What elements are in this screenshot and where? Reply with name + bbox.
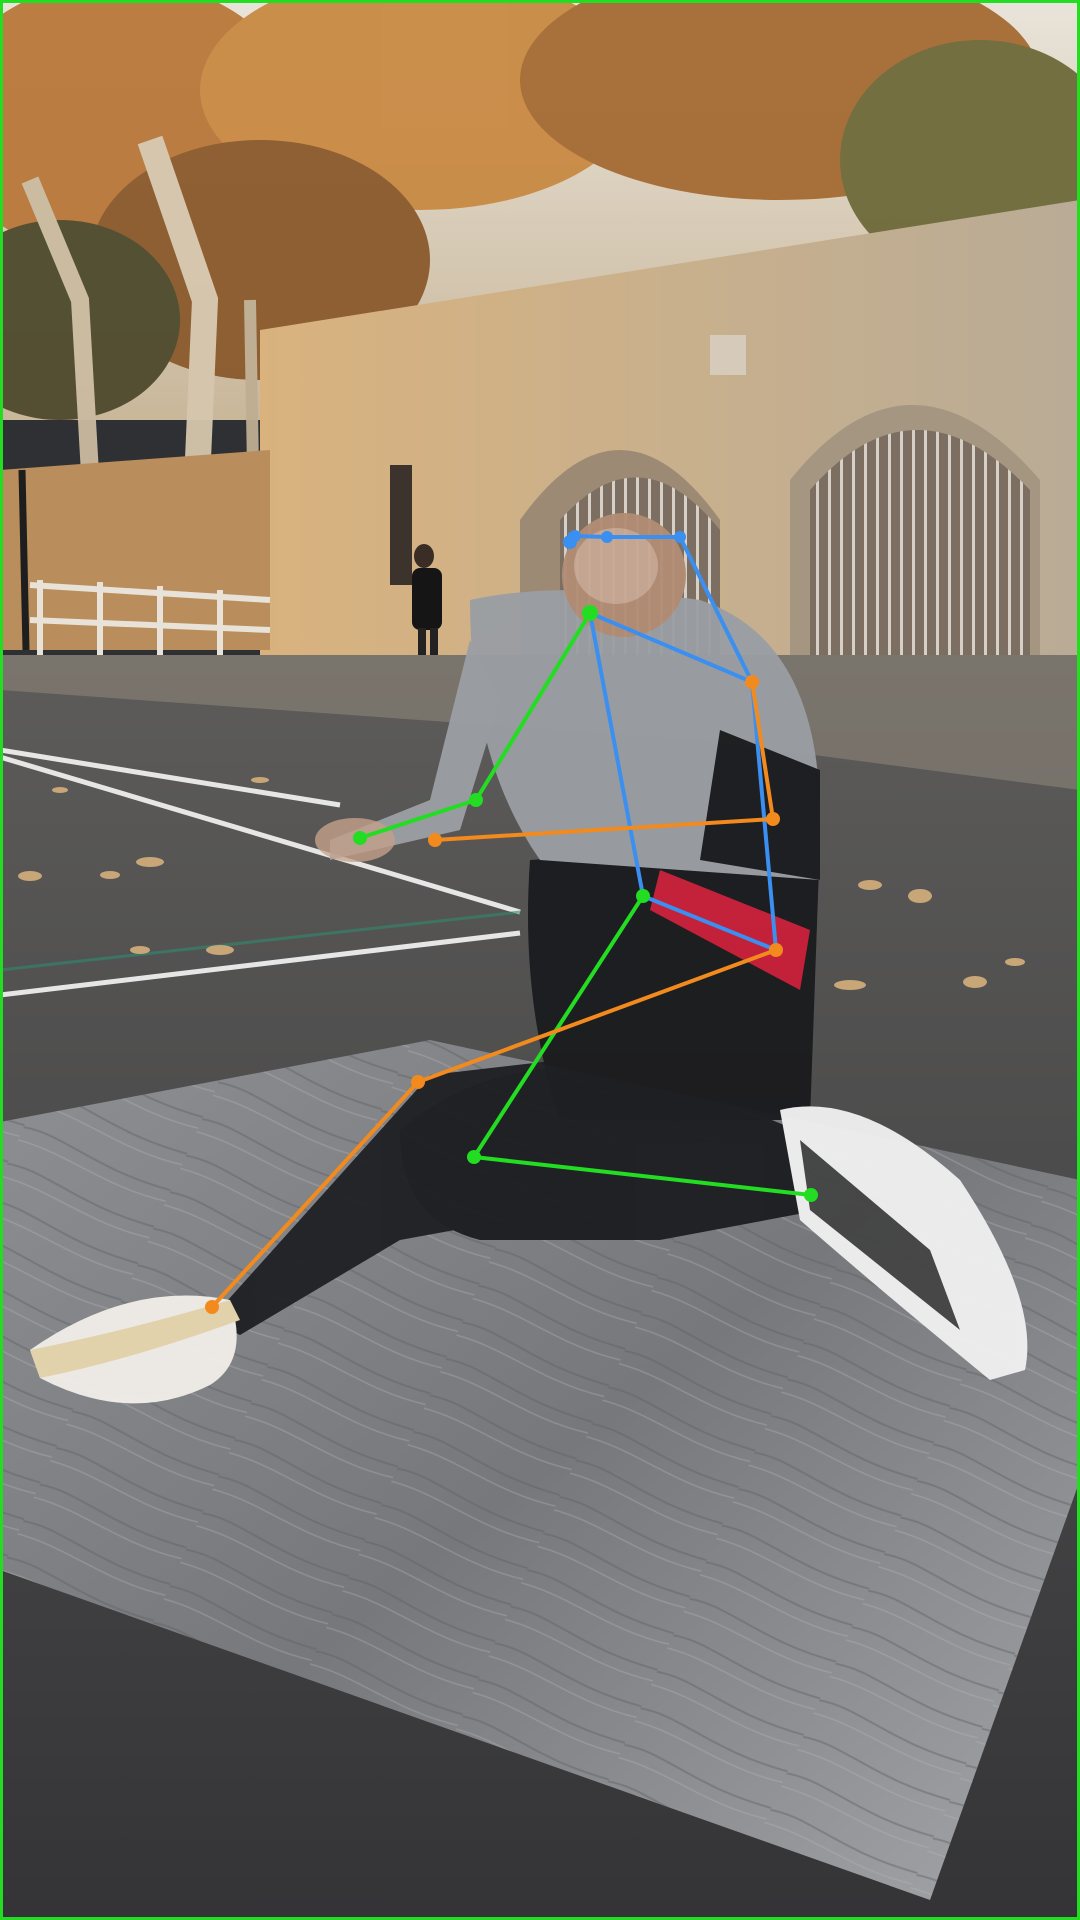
- stone-wall: [0, 200, 1080, 690]
- pose-keypoints: [205, 530, 818, 1314]
- keypoint: [674, 531, 686, 543]
- keypoint: [467, 1150, 481, 1164]
- keypoint: [569, 530, 581, 542]
- keypoint: [636, 889, 650, 903]
- keypoint: [804, 1188, 818, 1202]
- keypoint: [469, 793, 483, 807]
- keypoint: [766, 812, 780, 826]
- keypoint: [582, 605, 598, 621]
- lamp-post: [18, 469, 30, 651]
- keypoint: [205, 1300, 219, 1314]
- keypoint: [428, 833, 442, 847]
- keypoint: [601, 531, 613, 543]
- fallen-leaves: [18, 777, 1025, 990]
- railing: [29, 580, 271, 655]
- keypoint: [745, 675, 759, 689]
- keypoint: [353, 831, 367, 845]
- keypoint: [411, 1075, 425, 1089]
- keypoint: [769, 943, 783, 957]
- court-lines: [0, 747, 521, 998]
